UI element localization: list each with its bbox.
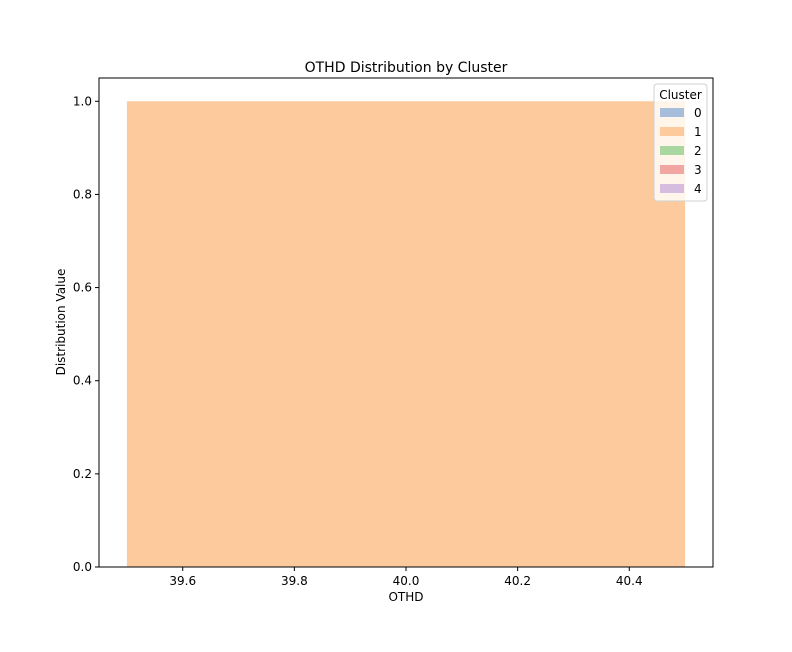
x-tick-label: 40.4 — [616, 574, 643, 588]
legend-swatch-4 — [660, 184, 684, 193]
legend-label-3: 3 — [694, 163, 702, 177]
legend-label-1: 1 — [694, 125, 702, 139]
x-axis-label: OTHD — [388, 590, 423, 604]
chart-title: OTHD Distribution by Cluster — [305, 60, 508, 76]
x-tick-label: 39.6 — [169, 574, 196, 588]
x-tick-label: 40.0 — [393, 574, 420, 588]
legend-swatch-0 — [660, 108, 684, 117]
legend-items: 0 1 2 3 4 — [660, 106, 702, 196]
y-tick-label: 0.0 — [73, 560, 92, 574]
y-tick-label: 1.0 — [73, 94, 92, 108]
y-axis-label: Distribution Value — [54, 269, 68, 376]
legend-swatch-2 — [660, 146, 684, 155]
legend-label-2: 2 — [694, 144, 702, 158]
legend-swatch-3 — [660, 165, 684, 174]
y-tick-label: 0.8 — [73, 187, 92, 201]
legend: Cluster 0 1 2 3 4 — [653, 83, 708, 202]
series-layer — [126, 101, 686, 568]
x-tick-label: 40.2 — [504, 574, 531, 588]
legend-label-4: 4 — [694, 182, 702, 196]
legend-title: Cluster — [659, 88, 702, 102]
y-tick-label: 0.2 — [73, 467, 92, 481]
series-area-1 — [126, 101, 686, 568]
y-tick-label: 0.4 — [73, 374, 92, 388]
legend-swatch-1 — [660, 127, 684, 136]
x-tick-label: 39.8 — [281, 574, 308, 588]
ticks-layer: 39.6 39.8 40.0 40.2 40.4 0.0 0.2 0.4 0.6 0.8 1.0 — [73, 94, 643, 588]
legend-label-0: 0 — [694, 106, 702, 120]
y-tick-label: 0.6 — [73, 281, 92, 295]
